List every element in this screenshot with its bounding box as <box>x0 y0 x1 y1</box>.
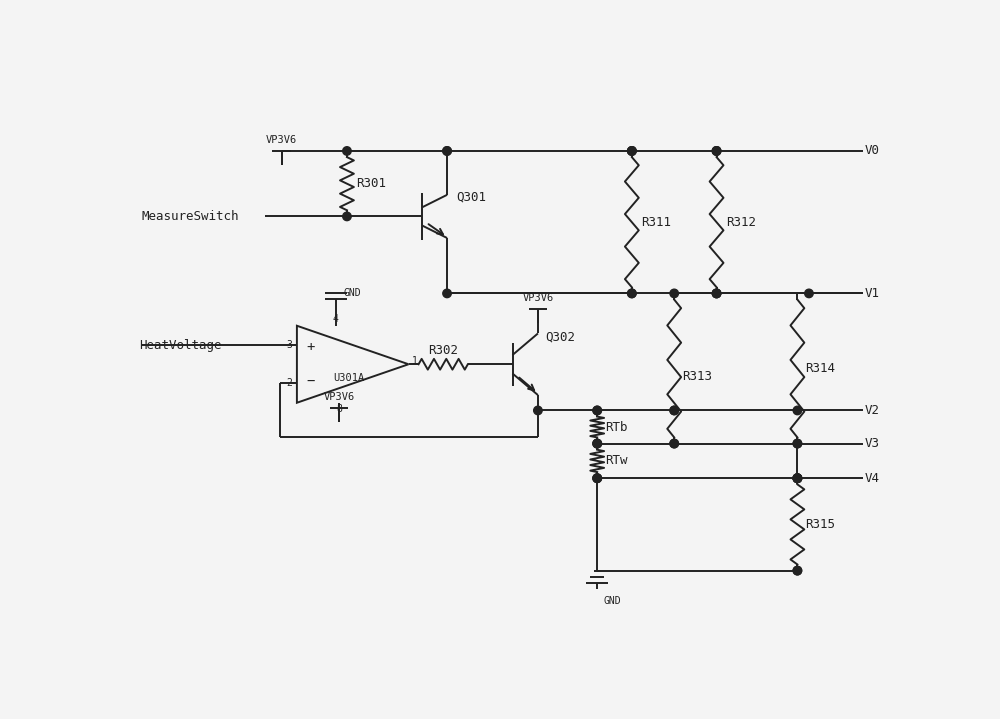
Circle shape <box>593 439 601 448</box>
Circle shape <box>628 147 636 155</box>
Circle shape <box>593 474 601 482</box>
Text: R311: R311 <box>641 216 671 229</box>
Circle shape <box>670 439 678 448</box>
Circle shape <box>593 439 601 448</box>
Text: 2: 2 <box>286 378 292 388</box>
Text: V0: V0 <box>864 145 879 157</box>
Circle shape <box>712 289 721 298</box>
Text: V4: V4 <box>864 472 879 485</box>
Circle shape <box>793 474 802 482</box>
Circle shape <box>443 289 451 298</box>
Text: R315: R315 <box>805 518 835 531</box>
Text: V3: V3 <box>864 437 879 450</box>
Text: 8: 8 <box>336 404 342 414</box>
Circle shape <box>712 289 721 298</box>
Circle shape <box>670 289 678 298</box>
Circle shape <box>805 289 813 298</box>
Circle shape <box>593 474 601 482</box>
Circle shape <box>443 147 451 155</box>
Circle shape <box>534 406 542 415</box>
Circle shape <box>793 406 802 415</box>
Text: 4: 4 <box>333 314 339 324</box>
Circle shape <box>443 147 451 155</box>
Circle shape <box>670 406 678 415</box>
Text: GND: GND <box>603 596 621 606</box>
Text: RTb: RTb <box>605 421 627 434</box>
Text: R313: R313 <box>682 370 712 383</box>
Text: VP3V6: VP3V6 <box>266 134 297 145</box>
Circle shape <box>343 212 351 221</box>
Text: GND: GND <box>343 288 361 298</box>
Circle shape <box>628 147 636 155</box>
Circle shape <box>593 439 601 448</box>
Circle shape <box>793 567 802 575</box>
Text: R301: R301 <box>356 177 386 191</box>
Circle shape <box>593 406 601 415</box>
Text: 3: 3 <box>286 340 292 350</box>
Circle shape <box>593 406 601 415</box>
Circle shape <box>712 147 721 155</box>
Circle shape <box>793 474 802 482</box>
Circle shape <box>343 147 351 155</box>
Circle shape <box>670 439 678 448</box>
Circle shape <box>793 439 802 448</box>
Text: HeatVoltage: HeatVoltage <box>139 339 222 352</box>
Text: V2: V2 <box>864 404 879 417</box>
Text: +: + <box>307 340 315 354</box>
Circle shape <box>712 147 721 155</box>
Text: R314: R314 <box>805 362 835 375</box>
Text: MeasureSwitch: MeasureSwitch <box>141 210 239 223</box>
Circle shape <box>712 289 721 298</box>
Text: VP3V6: VP3V6 <box>522 293 554 303</box>
Text: RTw: RTw <box>605 454 627 467</box>
Circle shape <box>793 474 802 482</box>
Circle shape <box>793 567 802 575</box>
Circle shape <box>670 406 678 415</box>
Circle shape <box>793 439 802 448</box>
Text: 1: 1 <box>412 356 418 366</box>
Circle shape <box>628 147 636 155</box>
Text: −: − <box>307 374 315 388</box>
Text: V1: V1 <box>864 287 879 300</box>
Circle shape <box>628 289 636 298</box>
Circle shape <box>793 474 802 482</box>
Circle shape <box>793 474 802 482</box>
Text: Q301: Q301 <box>456 191 486 203</box>
Text: VP3V6: VP3V6 <box>323 392 354 402</box>
Text: Q302: Q302 <box>546 331 576 344</box>
Text: R302: R302 <box>428 344 458 357</box>
Circle shape <box>712 147 721 155</box>
Circle shape <box>593 474 601 482</box>
Circle shape <box>628 289 636 298</box>
Text: U301A: U301A <box>333 373 365 383</box>
Text: R312: R312 <box>726 216 756 229</box>
